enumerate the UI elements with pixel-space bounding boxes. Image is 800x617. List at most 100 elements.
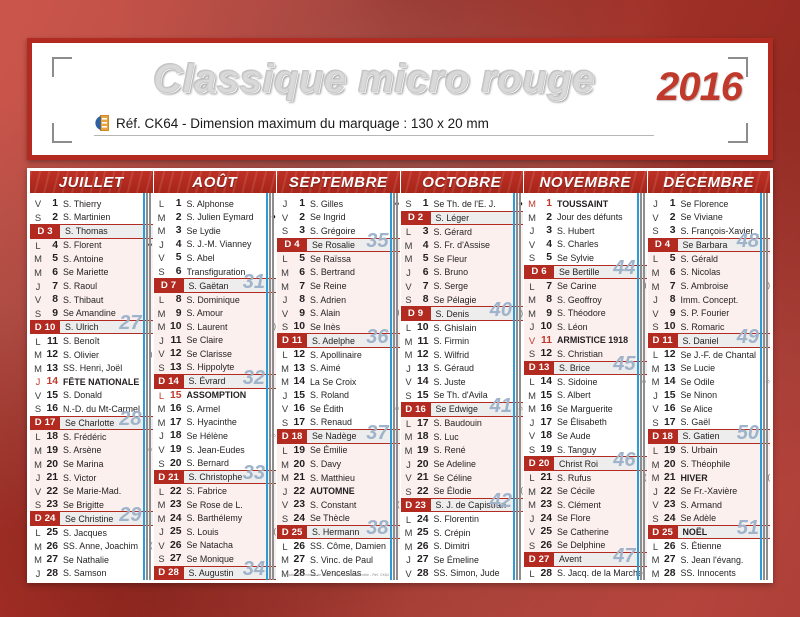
- day-row[interactable]: M 13 Se Lucie: [648, 361, 771, 375]
- day-row[interactable]: J 22 AUTOMNE: [277, 484, 400, 498]
- day-row[interactable]: S 24 Se Adèle: [648, 511, 771, 525]
- day-row[interactable]: V 23 S. Armand: [648, 498, 771, 512]
- day-row[interactable]: V 7 S. Serge: [401, 279, 524, 293]
- day-row[interactable]: L 26 SS. Côme, Damien: [277, 539, 400, 553]
- day-row[interactable]: M 7 S. Ambroise): [648, 279, 770, 293]
- day-row[interactable]: L 3 S. Gérard: [401, 225, 524, 239]
- day-row[interactable]: V 5 S. Abel: [154, 251, 277, 265]
- day-row[interactable]: M 25 S. Crépin: [401, 526, 524, 540]
- day-row[interactable]: S 27 Se Monique: [154, 552, 277, 566]
- day-row[interactable]: M 12 S. Olivier): [30, 348, 152, 362]
- day-row[interactable]: S 8 Se Pélagie: [401, 293, 524, 307]
- day-row[interactable]: D 4 Se Barbara: [647, 237, 770, 253]
- day-row[interactable]: J 15 Se Ninon: [648, 389, 771, 403]
- day-row[interactable]: M 23 S. Clément: [524, 498, 647, 512]
- day-row[interactable]: M 9 S. Théodore: [524, 306, 647, 320]
- day-row[interactable]: M 19 S. Arsène ○: [30, 444, 152, 458]
- day-row[interactable]: J 28 S. Samson: [30, 567, 153, 580]
- day-row[interactable]: V 2 Se Ingrid: [277, 211, 400, 225]
- day-row[interactable]: S 13 S. Hippolyte: [154, 361, 277, 375]
- day-row[interactable]: S 17 S. Gaël: [648, 416, 771, 430]
- day-row[interactable]: V 12 Se Clarisse: [154, 347, 277, 361]
- day-row[interactable]: J 22 Se Fr.-Xavière: [648, 484, 771, 498]
- day-row[interactable]: L 12 S. Apollinaire: [277, 348, 400, 362]
- day-row[interactable]: D 23 S. J. de Capistran: [400, 497, 523, 513]
- day-row[interactable]: J 8 Imm. Concept.: [648, 293, 771, 307]
- day-row[interactable]: M 20 S. Davy: [277, 457, 400, 471]
- day-row[interactable]: S 3 S. Grégoire: [277, 224, 400, 238]
- day-row[interactable]: V 25 Se Catherine: [524, 525, 647, 539]
- day-row[interactable]: L 1 S. Alphonse: [154, 197, 277, 211]
- day-row[interactable]: M 7 Se Reine: [277, 279, 400, 293]
- day-row[interactable]: J 13 S. Géraud: [401, 361, 524, 375]
- day-row[interactable]: M 21 HIVER (: [648, 471, 770, 485]
- day-row[interactable]: D 17 Se Charlotte: [30, 415, 153, 431]
- day-row[interactable]: L 28 S. Jacq. de la Marche: [524, 567, 647, 580]
- day-row[interactable]: L 4 S. Florent ●: [30, 239, 152, 253]
- day-row[interactable]: D 24 Se Christine: [30, 511, 153, 526]
- day-row[interactable]: D 11 S. Daniel: [647, 333, 770, 348]
- day-row[interactable]: D 6 Se Bertille: [524, 264, 647, 280]
- day-row[interactable]: J 6 S. Bruno: [401, 266, 524, 280]
- day-row[interactable]: L 14 S. Sidoine ○: [524, 375, 646, 389]
- day-row[interactable]: M 11 S. Firmin: [401, 334, 524, 348]
- day-row[interactable]: M 20 S. Théophile: [648, 457, 771, 471]
- day-row[interactable]: V 9 S. P. Fourier: [648, 306, 771, 320]
- day-row[interactable]: S 6 Transfiguration: [154, 265, 277, 279]
- day-row[interactable]: J 25 S. Louis (: [154, 525, 276, 539]
- day-row[interactable]: J 7 S. Raoul: [30, 279, 153, 293]
- day-row[interactable]: S 5 Se Sylvie: [524, 251, 647, 265]
- day-row[interactable]: D 9 S. Denis): [400, 306, 523, 321]
- day-row[interactable]: M 9 S. Amour: [154, 306, 277, 320]
- day-row[interactable]: M 6 S. Nicolas: [648, 266, 771, 280]
- day-row[interactable]: V 23 S. Constant (: [277, 498, 400, 512]
- day-row[interactable]: M 19 S. René: [401, 444, 524, 458]
- day-row[interactable]: S 20 S. Bernard: [154, 456, 277, 470]
- day-row[interactable]: J 24 Se Flore: [524, 511, 647, 525]
- day-row[interactable]: M 23 Se Rose de L.: [154, 498, 277, 512]
- day-row[interactable]: M 5 Se Fleur: [401, 252, 524, 266]
- day-row[interactable]: L 12 Se J.-F. de Chantal: [648, 348, 771, 362]
- day-row[interactable]: M 24 S. Barthélemy: [154, 511, 277, 525]
- day-row[interactable]: D 10 S. Ulrich: [30, 319, 153, 335]
- day-row[interactable]: M 10 S. Laurent): [154, 320, 276, 334]
- day-row[interactable]: M 2 Jour des défunts: [524, 211, 647, 225]
- day-row[interactable]: S 22 Se Élodie (: [401, 484, 523, 498]
- day-row[interactable]: M 18 S. Luc: [401, 430, 524, 444]
- day-row[interactable]: V 28 SS. Simon, Jude: [401, 567, 524, 580]
- day-row[interactable]: M 14 La Se Croix: [277, 375, 400, 389]
- day-row[interactable]: L 5 Se Raïssa: [277, 252, 400, 266]
- day-row[interactable]: L 22 S. Fabrice: [154, 484, 277, 498]
- day-row[interactable]: J 10 S. Léon: [524, 320, 647, 334]
- day-row[interactable]: D 7 S. Gaëtan: [153, 278, 276, 293]
- day-row[interactable]: V 2 Se Viviane: [648, 211, 771, 225]
- day-row[interactable]: J 27 Se Émeline: [401, 553, 524, 567]
- day-row[interactable]: S 10 S. Romaric: [648, 320, 771, 334]
- day-row[interactable]: J 18 Se Hélène ○: [154, 429, 276, 443]
- day-row[interactable]: J 20 Se Adeline: [401, 457, 524, 471]
- day-row[interactable]: L 21 S. Rufus (: [524, 471, 646, 485]
- day-row[interactable]: L 7 Se Carine): [524, 279, 646, 293]
- day-row[interactable]: M 14 Se Odile ○: [648, 375, 770, 389]
- day-row[interactable]: S 1 Se Th. de l'E. J. ●: [401, 197, 523, 211]
- day-row[interactable]: L 17 S. Baudouin: [401, 417, 524, 431]
- day-row[interactable]: J 4 S. J.-M. Vianney: [154, 238, 277, 252]
- day-row[interactable]: M 15 S. Albert: [524, 389, 647, 403]
- day-row[interactable]: M 8 S. Geoffroy: [524, 293, 647, 307]
- day-row[interactable]: J 17 Se Élisabeth: [524, 416, 647, 430]
- day-row[interactable]: L 26 S. Étienne: [648, 539, 771, 553]
- day-row[interactable]: D 11 S. Adelphe: [277, 333, 400, 348]
- day-row[interactable]: M 28 SS. Innocents: [648, 567, 771, 580]
- day-row[interactable]: S 16 N.-D. du Mt-Carmel: [30, 402, 153, 416]
- day-row[interactable]: M 13 S. Aimé: [277, 361, 400, 375]
- day-row[interactable]: M 6 S. Bertrand: [277, 266, 400, 280]
- day-row[interactable]: M 27 S. Jean l'évang.: [648, 553, 771, 567]
- day-row[interactable]: M 5 S. Antoine: [30, 252, 153, 266]
- day-row[interactable]: V 18 Se Aude: [524, 429, 647, 443]
- day-row[interactable]: L 5 S. Gérald: [648, 252, 771, 266]
- day-row[interactable]: M 6 Se Mariette: [30, 266, 153, 280]
- day-row[interactable]: D 14 S. Évrard: [153, 374, 276, 389]
- day-row[interactable]: L 11 S. Benoît: [30, 334, 153, 348]
- day-row[interactable]: M 28 S. Venceslas: [277, 567, 400, 580]
- day-row[interactable]: S 12 S. Christian: [524, 347, 647, 361]
